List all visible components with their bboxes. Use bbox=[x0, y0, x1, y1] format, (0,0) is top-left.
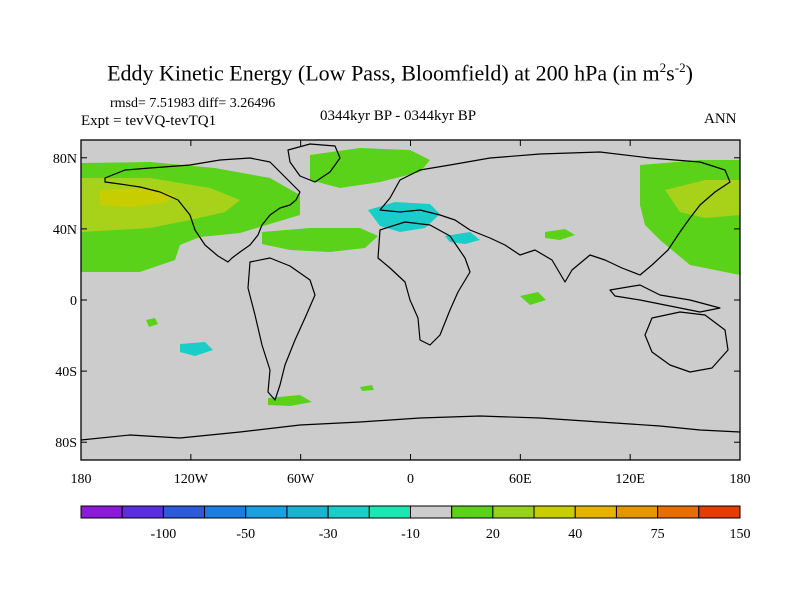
colorbar-box bbox=[615, 505, 659, 519]
time-period-label: 0344kyr BP - 0344kyr BP bbox=[320, 108, 477, 124]
coastlines bbox=[80, 143, 741, 441]
colorbar-box bbox=[533, 505, 576, 519]
x-tick-label: 180 bbox=[71, 472, 92, 487]
colorbar-label: -10 bbox=[401, 527, 420, 542]
colorbar-box bbox=[204, 505, 247, 519]
x-tick-label: 180 bbox=[730, 472, 751, 487]
colorbar-box bbox=[410, 505, 453, 519]
cyan-patch-south-pacific bbox=[180, 342, 213, 356]
colorbar-box bbox=[492, 505, 535, 519]
colorbar-box bbox=[286, 505, 329, 519]
map-axes: 180 120W 60W 0 60E 120E 180 80N 40N 0 40S 80S bbox=[53, 139, 751, 487]
coastline-greenland bbox=[287, 143, 341, 183]
map-panel: 180 120W 60W 0 60E 120E 180 80N 40N 0 40S 80S bbox=[53, 139, 751, 487]
coastline-antarctica bbox=[80, 415, 741, 441]
green-patch-indian-ocean bbox=[520, 292, 546, 305]
yellow-green-patch-northeast-asia bbox=[665, 180, 740, 218]
green-patch-east-pacific bbox=[146, 318, 158, 327]
x-tick-label: 0 bbox=[407, 472, 414, 487]
colorbar-label: 75 bbox=[651, 527, 665, 542]
colorbar-label: 150 bbox=[730, 527, 751, 542]
green-band-subtropical-atlantic bbox=[262, 228, 378, 252]
season-label: ANN bbox=[704, 111, 737, 127]
rmsd-diff-stats: rmsd= 7.51983 diff= 3.26496 bbox=[110, 96, 276, 111]
x-tick-label: 60E bbox=[509, 472, 532, 487]
colorbar-label: 40 bbox=[568, 527, 582, 542]
coastline-africa bbox=[377, 221, 471, 346]
green-patch-southern-ocean bbox=[268, 395, 312, 406]
green-patch-south-atlantic bbox=[360, 385, 374, 391]
plot-title: Eddy Kinetic Energy (Low Pass, Bloomfiel… bbox=[107, 60, 693, 86]
coastline-eurasia bbox=[379, 151, 731, 283]
x-tick-label: 120E bbox=[615, 472, 645, 487]
colorbar-box bbox=[245, 505, 288, 519]
yellow-patch-north-pacific bbox=[100, 188, 175, 207]
colorbar-label: 20 bbox=[486, 527, 500, 542]
colorbar-box bbox=[574, 505, 617, 519]
colorbar-box bbox=[80, 505, 123, 519]
y-tick-label: 40S bbox=[55, 365, 77, 380]
colorbar-box bbox=[657, 505, 700, 519]
colorbar-label: -30 bbox=[319, 527, 338, 542]
y-tick-label: 0 bbox=[70, 294, 77, 309]
coastline-southeast-asia-islands bbox=[609, 284, 721, 313]
y-tick-label: 40N bbox=[53, 223, 77, 238]
colorbar-label: -100 bbox=[151, 527, 177, 542]
y-tick-label: 80S bbox=[55, 436, 77, 451]
x-tick-label: 120W bbox=[174, 472, 209, 487]
colorbar-box bbox=[368, 505, 411, 519]
colorbar: -100 -50 -30 -10 20 40 75 150 bbox=[80, 505, 751, 542]
colorbar-box bbox=[162, 505, 206, 519]
colorbar-box bbox=[121, 505, 164, 519]
colorbar-label: -50 bbox=[236, 527, 255, 542]
x-tick-label: 60W bbox=[287, 472, 315, 487]
colorbar-box bbox=[327, 505, 370, 519]
colorbar-box bbox=[698, 505, 741, 519]
experiment-label: Expt = tevVQ-tevTQ1 bbox=[81, 113, 217, 129]
y-tick-label: 80N bbox=[53, 152, 77, 167]
colorbar-box bbox=[451, 505, 494, 519]
green-patch-central-asia bbox=[545, 229, 575, 240]
coastline-south-america bbox=[247, 257, 316, 401]
coastline-north-america bbox=[104, 157, 301, 263]
coastline-australia bbox=[644, 311, 729, 373]
